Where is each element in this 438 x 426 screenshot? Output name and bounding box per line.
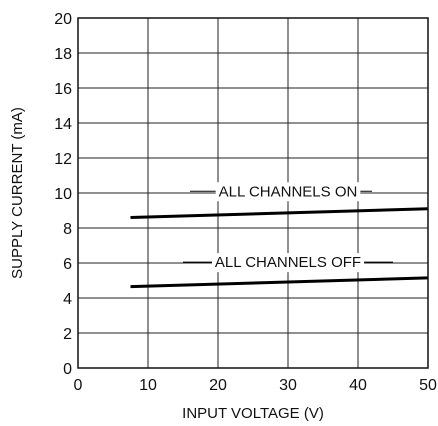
x-tick-label: 20 — [209, 377, 227, 394]
tick-labels: 0 10 20 30 40 50 0 2 4 6 8 10 12 14 16 18 20 — [54, 11, 437, 394]
y-tick-label: 4 — [63, 291, 72, 308]
y-tick-label: 18 — [54, 46, 72, 63]
y-tick-label: 10 — [54, 186, 72, 203]
plot-frame — [77, 17, 429, 369]
series-label: ALL CHANNELS OFF — [215, 254, 361, 271]
x-axis-title: INPUT VOLTAGE (V) — [182, 405, 324, 422]
series-label-bg — [215, 182, 361, 202]
series-line-channels-off — [130, 276, 429, 289]
y-tick-label: 12 — [54, 151, 72, 168]
x-tick-label: 50 — [419, 377, 437, 394]
y-tick-label: 8 — [63, 221, 72, 238]
y-tick-label: 2 — [63, 326, 72, 343]
series-group — [130, 207, 429, 289]
x-tick-label: 10 — [139, 377, 157, 394]
annotations: ALL CHANNELS ON ALL CHANNELS OFF — [183, 182, 393, 273]
series-label: ALL CHANNELS ON — [219, 183, 358, 200]
x-tick-label: 0 — [74, 377, 83, 394]
y-tick-label: 6 — [63, 256, 72, 273]
y-tick-label: 20 — [54, 11, 72, 28]
y-tick-label: 0 — [63, 361, 72, 378]
y-tick-label: 14 — [54, 116, 72, 133]
x-tick-label: 30 — [279, 377, 297, 394]
x-tick-label: 40 — [349, 377, 367, 394]
series-label-bg — [211, 253, 365, 273]
y-tick-label: 16 — [54, 81, 72, 98]
y-axis-title: SUPPLY CURRENT (mA) — [9, 107, 26, 279]
series-line-channels-on — [130, 207, 429, 219]
